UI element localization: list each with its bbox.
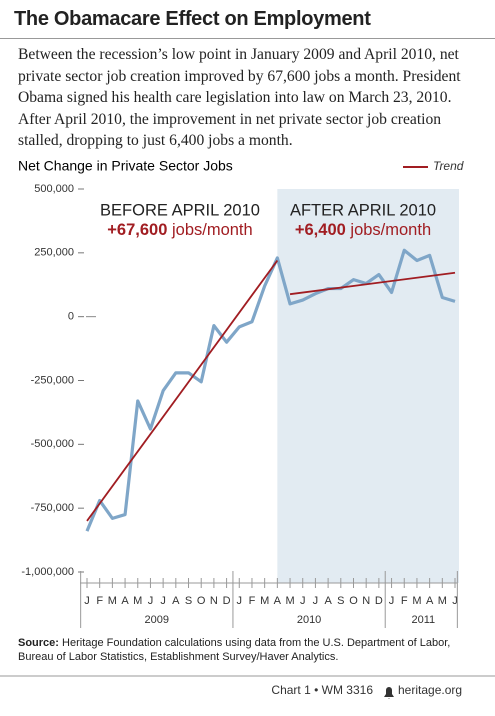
source-text: Heritage Foundation calculations using d… — [18, 637, 451, 663]
x-tick-label: J — [313, 595, 319, 607]
x-tick-label: J — [84, 595, 90, 607]
annotation-value: +6,400 — [295, 221, 346, 239]
x-tick-label: S — [185, 595, 192, 607]
x-tick-label: J — [389, 595, 395, 607]
annotation-unit: jobs/month — [349, 221, 431, 239]
x-tick-label: D — [375, 595, 383, 607]
x-tick-label: A — [324, 595, 332, 607]
x-tick-label: M — [438, 595, 447, 607]
x-tick-label: F — [96, 595, 103, 607]
after-shade — [277, 189, 460, 583]
annotation-rate: +67,600 jobs/month — [107, 221, 252, 239]
source-label: Source: — [18, 637, 59, 649]
x-tick-label: M — [412, 595, 421, 607]
y-tick-label: -750,000 — [31, 502, 74, 514]
x-tick-label: J — [300, 595, 306, 607]
x-tick-label: J — [452, 595, 458, 607]
x-tick-label: J — [237, 595, 243, 607]
x-tick-label: D — [223, 595, 231, 607]
x-tick-label: O — [349, 595, 358, 607]
y-tick-label: -1,000,000 — [21, 566, 74, 578]
x-tick-label: J — [148, 595, 154, 607]
annotation-label: BEFORE APRIL 2010 — [100, 201, 260, 219]
annotation-label: AFTER APRIL 2010 — [290, 201, 436, 219]
x-tick-label: A — [274, 595, 282, 607]
y-tick-label: 0 — [68, 311, 74, 323]
trend-line — [289, 271, 456, 296]
x-tick-label: A — [121, 595, 129, 607]
x-tick-label: M — [108, 595, 117, 607]
bell-icon — [384, 687, 394, 699]
trend-line — [86, 259, 279, 522]
year-label: 2011 — [411, 614, 435, 626]
x-tick-label: F — [249, 595, 256, 607]
annotation-value: +67,600 — [107, 221, 167, 239]
y-tick-label: 250,000 — [34, 247, 74, 259]
y-tick-label: -250,000 — [31, 374, 74, 386]
title: The Obamacare Effect on Employment — [14, 8, 371, 30]
x-tick-label: N — [362, 595, 370, 607]
data-line — [85, 248, 456, 532]
x-tick-label: S — [337, 595, 344, 607]
x-tick-label: A — [426, 595, 434, 607]
subtitle: Between the recession’s low point in Jan… — [18, 46, 461, 149]
legend-label: Trend — [433, 159, 464, 173]
footer-site: heritage.org — [398, 683, 462, 697]
x-tick-label: O — [197, 595, 206, 607]
annotation-rate: +6,400 jobs/month — [295, 221, 431, 239]
x-tick-label: F — [401, 595, 408, 607]
x-tick-label: M — [260, 595, 269, 607]
x-tick-label: M — [133, 595, 142, 607]
source: Source: Heritage Foundation calculations… — [18, 636, 483, 664]
year-label: 2009 — [145, 614, 169, 626]
x-tick-label: M — [285, 595, 294, 607]
annotation-unit: jobs/month — [171, 221, 253, 239]
y-tick-label: 500,000 — [34, 183, 74, 195]
y-tick-label: -500,000 — [31, 438, 74, 450]
rule — [0, 38, 495, 39]
year-label: 2010 — [297, 614, 321, 626]
x-tick-label: A — [172, 595, 180, 607]
x-tick-label: J — [160, 595, 166, 607]
footer-chart: Chart 1 • WM 3316 — [271, 683, 373, 697]
chart-title: Net Change in Private Sector Jobs — [18, 158, 233, 174]
x-tick-label: N — [210, 595, 218, 607]
